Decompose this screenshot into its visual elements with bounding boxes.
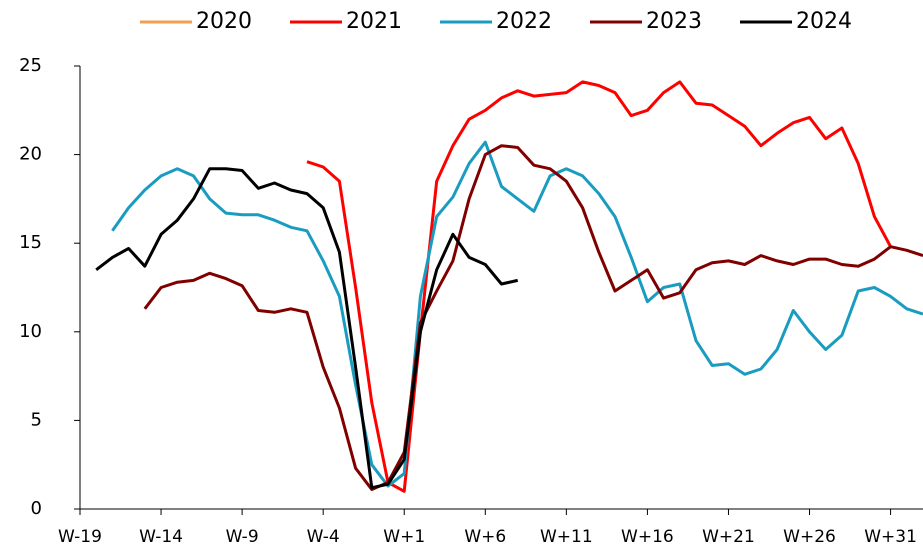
y-tick-label: 0: [31, 498, 42, 519]
legend-label: 2020: [196, 9, 252, 34]
series-line: [95, 167, 519, 490]
x-tick-label: W+1: [383, 527, 425, 547]
x-tick-label: W+21: [702, 527, 755, 547]
x-tick-label: W-9: [226, 527, 259, 547]
legend-label: 2024: [796, 9, 852, 34]
x-tick-label: W-19: [58, 527, 102, 547]
series-line: [143, 144, 923, 491]
legend-label: 2023: [646, 9, 702, 34]
y-tick-label: 15: [19, 232, 42, 253]
y-tick-label: 10: [19, 321, 42, 342]
x-tick-label: W+6: [464, 527, 506, 547]
x-tick-label: W+16: [621, 527, 674, 547]
x-tick-label: W+26: [783, 527, 836, 547]
x-tick-label: W+31: [864, 527, 917, 547]
y-tick-label: 5: [31, 409, 42, 430]
x-tick-label: W+11: [540, 527, 593, 547]
legend-label: 2022: [496, 9, 552, 34]
y-tick-label: 20: [19, 144, 42, 165]
x-tick-label: W-4: [307, 527, 340, 547]
x-tick-label: W-14: [139, 527, 183, 547]
series-line: [306, 80, 892, 493]
series-line: [111, 140, 923, 488]
legend-label: 2021: [346, 9, 402, 34]
y-tick-label: 25: [19, 55, 42, 76]
